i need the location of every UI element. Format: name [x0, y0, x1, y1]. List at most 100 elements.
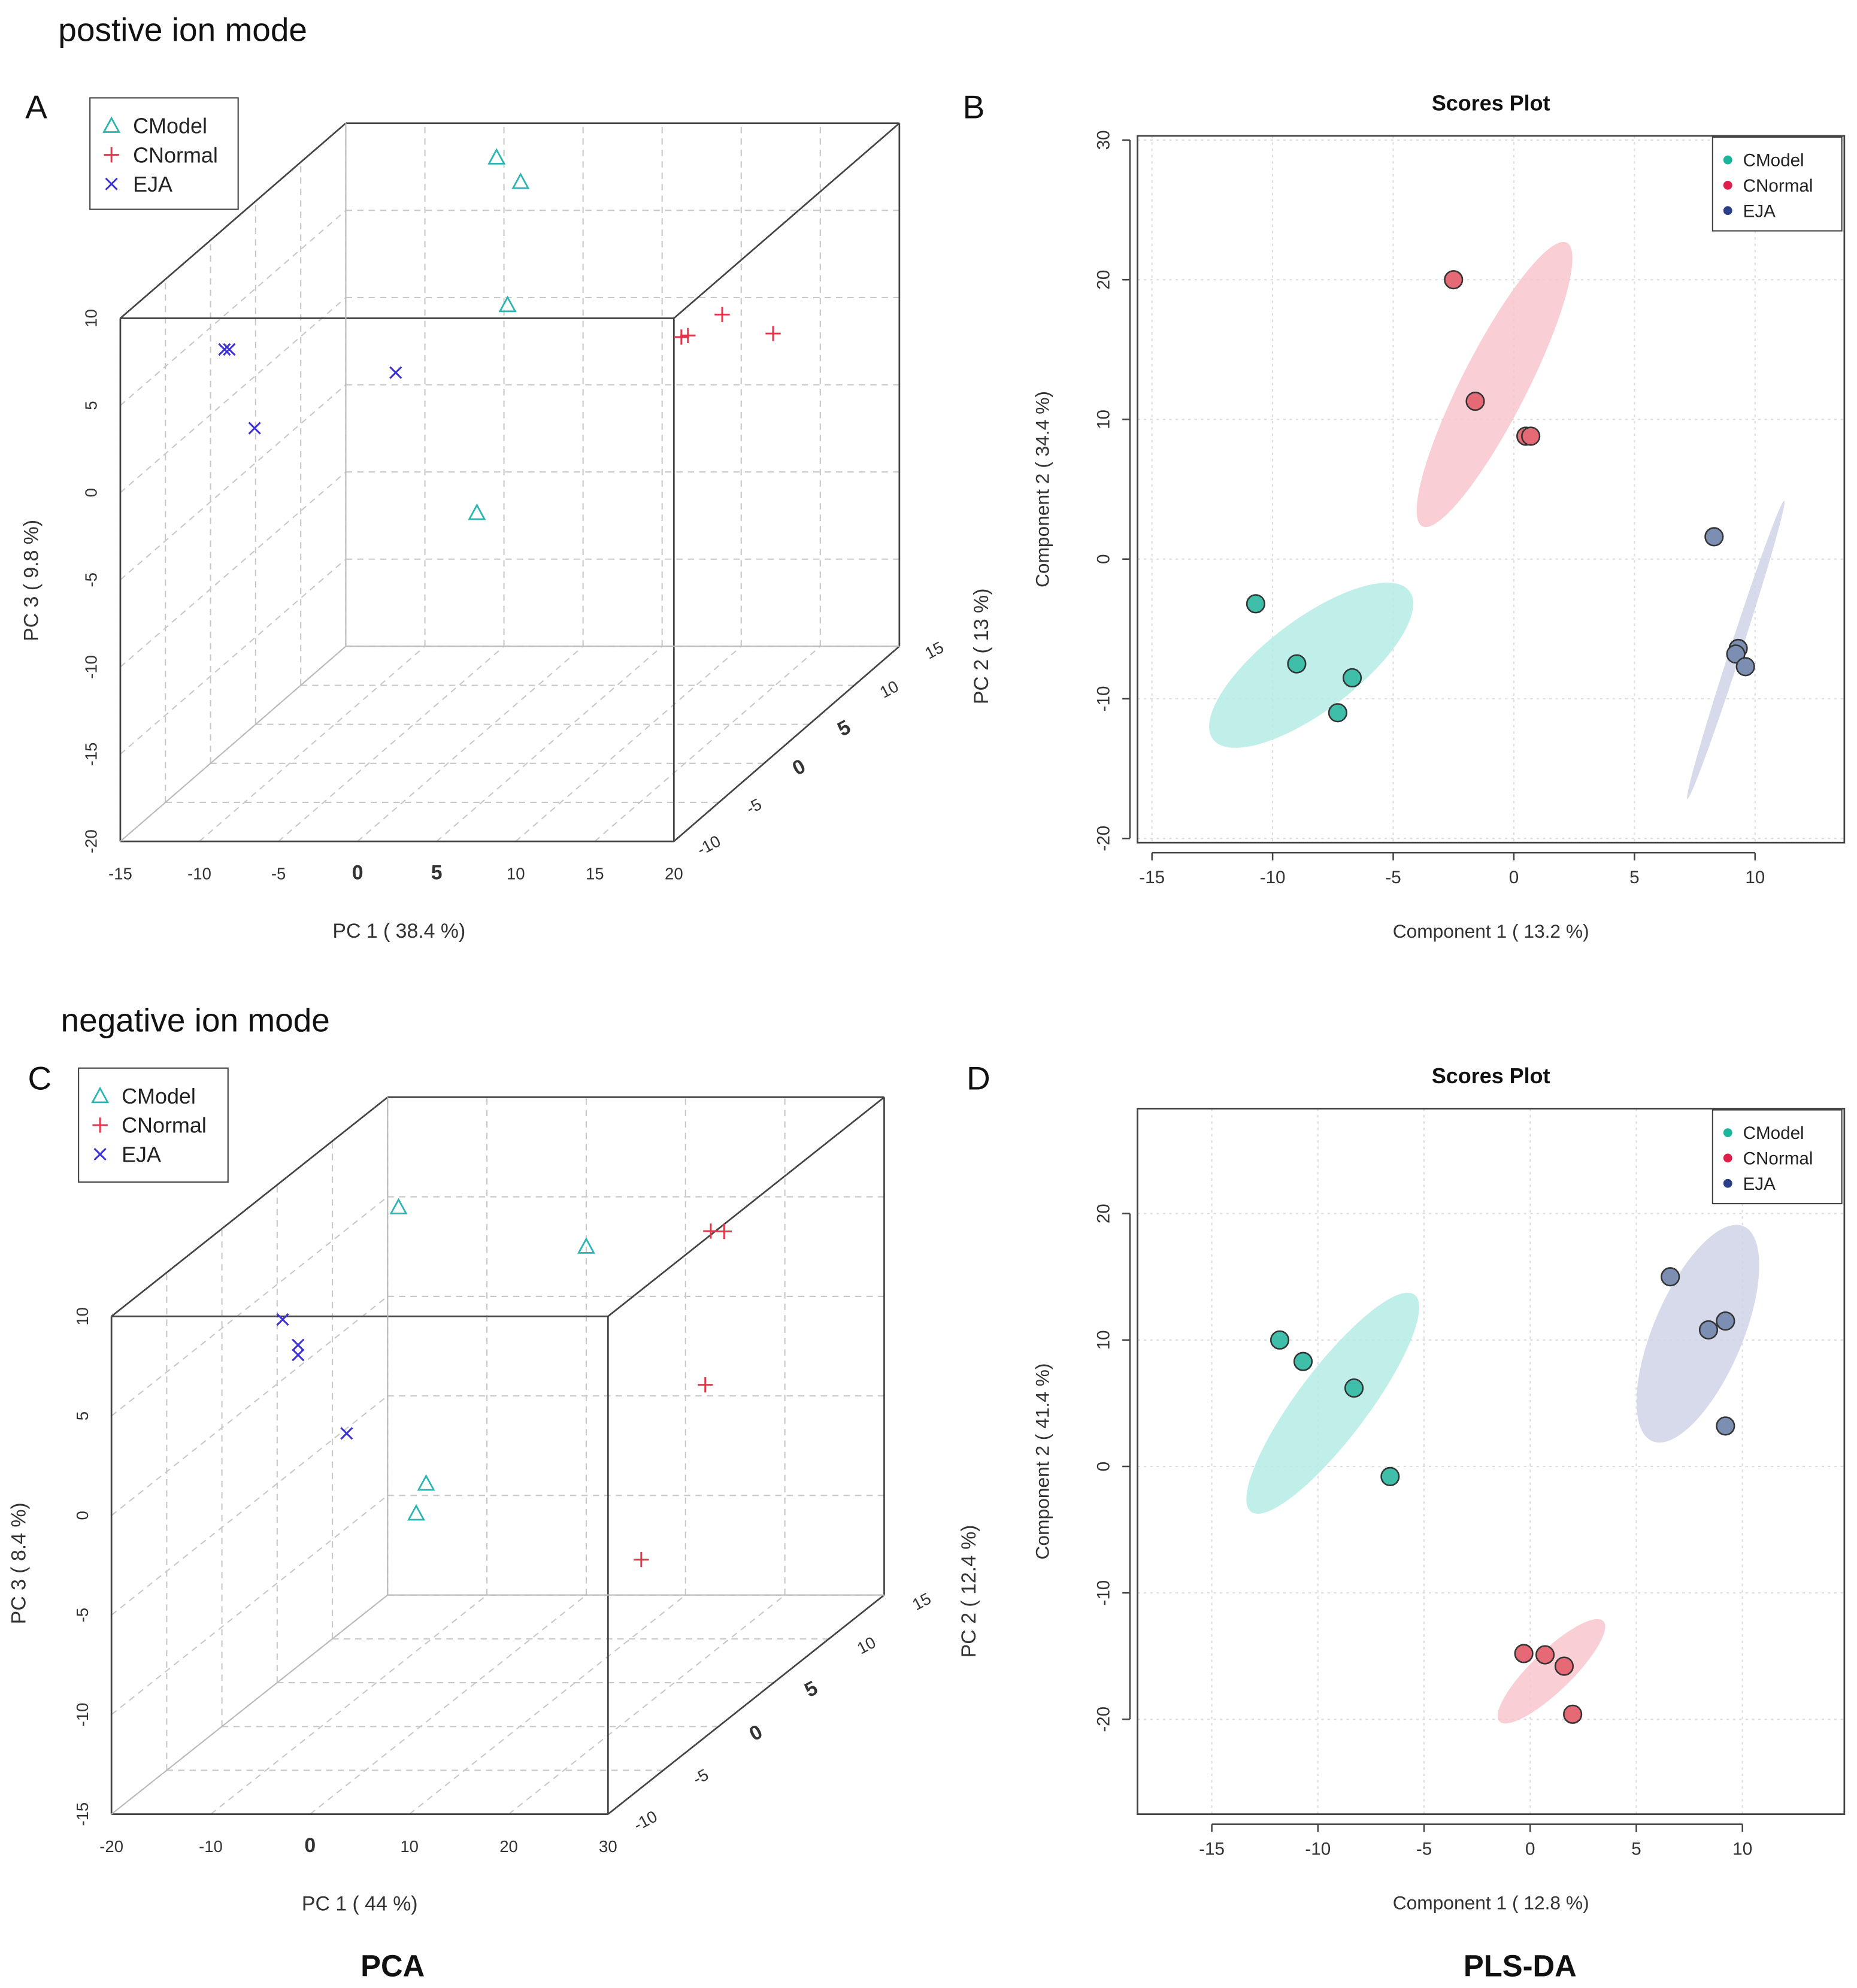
- y-axis-title: Component 2 ( 41.4 %): [1031, 1363, 1053, 1560]
- z-tick-label: -5: [82, 572, 101, 587]
- box-edge-5: [607, 1096, 885, 1317]
- cnormal-ellipse: [1497, 1619, 1605, 1724]
- y-tick-label: 10: [1093, 410, 1113, 429]
- x-tick-label: -10: [1260, 868, 1286, 887]
- cnormal-point-0: [1514, 1644, 1534, 1663]
- grid-floor-x-1: [210, 1594, 487, 1815]
- y-tick-label: -10: [1093, 686, 1113, 712]
- cmodel-point-1: [511, 172, 530, 189]
- grid-left-z-3: [120, 384, 347, 581]
- box-edge-7: [673, 646, 900, 843]
- legend-label-eja: EJA: [1743, 201, 1776, 221]
- cmodel-point-2: [468, 503, 486, 520]
- y-tick-label: 20: [1093, 270, 1113, 290]
- y-tick-label: 0: [1093, 554, 1113, 563]
- eja-point-3: [1735, 657, 1755, 677]
- grid-floor-x-4: [436, 646, 663, 842]
- box-edge-4: [111, 1096, 389, 1317]
- eja-point-3: [340, 1427, 353, 1440]
- panel-d-plsda: Scores Plot -15 -10 -5 0 5 10 -20 -10 0 10 20 Compon…: [1031, 1063, 1846, 1913]
- cmodel-point-1: [1293, 1351, 1313, 1371]
- cmodel-point-3: [1380, 1466, 1400, 1486]
- x-tick-label: 10: [400, 1837, 419, 1856]
- y-axis-title: Component 2 ( 34.4 %): [1031, 391, 1053, 587]
- legend-label-cnormal: CNormal: [133, 143, 218, 167]
- cnormal-ellipse: [1416, 241, 1573, 528]
- x-tick-label: -20: [99, 1837, 123, 1856]
- plot-frame: [1137, 135, 1846, 844]
- x-tick-label: -10: [187, 865, 211, 883]
- x-tick-label: 5: [1631, 1839, 1641, 1859]
- x-tick-label: 10: [1732, 1839, 1752, 1859]
- cnormal-point-3: [680, 328, 696, 343]
- plsda-caption: PLS-DA: [1464, 1948, 1577, 1983]
- cmodel-point-3: [407, 1504, 426, 1521]
- y-tick-label: -20: [1093, 1707, 1113, 1732]
- panel-label-d: D: [967, 1060, 990, 1097]
- x-tick-label: 0: [1509, 868, 1519, 887]
- cnormal-point-2: [1554, 1656, 1574, 1676]
- legend-marker-cmodel: [1723, 1128, 1732, 1138]
- grid-left-z-4: [120, 297, 347, 493]
- panel-label-a: A: [25, 88, 47, 125]
- panel-label-c: C: [28, 1060, 52, 1097]
- z-tick-label: 0: [82, 488, 101, 497]
- legend-label-cmodel: CModel: [1743, 1123, 1804, 1143]
- x-tick-label: -10: [1305, 1839, 1331, 1859]
- x-tick-label: 5: [1629, 868, 1639, 887]
- legend-box: [89, 97, 239, 210]
- legend-marker-eja: [93, 1148, 107, 1161]
- grid-floor-x-2: [278, 646, 505, 842]
- cnormal-point-3: [1563, 1704, 1583, 1724]
- y-tick-label: 0: [1093, 1462, 1113, 1471]
- cnormal-point-0: [716, 1223, 732, 1240]
- y-tick-label: -20: [1093, 826, 1113, 851]
- z-tick-label: 5: [82, 401, 101, 410]
- x-tick-label: -15: [1199, 1839, 1225, 1859]
- eja-point-0: [1704, 527, 1724, 547]
- eja-point-1: [292, 1338, 305, 1351]
- eja-point-3: [389, 366, 402, 379]
- z-tick-label: -10: [82, 655, 101, 679]
- cnormal-point-2: [698, 1377, 713, 1393]
- legend-label-eja: EJA: [122, 1142, 161, 1166]
- z-tick-label: -15: [73, 1802, 92, 1826]
- x-tick-label: 0: [352, 862, 363, 884]
- box-back-edge-0: [111, 1594, 388, 1815]
- legend-label-eja: EJA: [1743, 1174, 1776, 1194]
- cnormal-point-1: [674, 329, 689, 345]
- x-tick-label: 20: [499, 1837, 518, 1856]
- cmodel-point-2: [1344, 1378, 1364, 1398]
- grid-left-z-1: [111, 1495, 388, 1716]
- box-edge-4: [120, 122, 347, 319]
- legend-label-cnormal: CNormal: [1743, 1149, 1813, 1169]
- legend-marker-eja: [1723, 206, 1732, 216]
- x-tick-label: 5: [431, 862, 443, 884]
- cmodel-point-1: [1287, 654, 1307, 674]
- legend-marker-cnormal: [1723, 1153, 1732, 1163]
- plot-title: Scores Plot: [1432, 1063, 1550, 1088]
- z-axis-title: PC 3 ( 8.4 %): [7, 1502, 30, 1624]
- eja-point-2: [1716, 1311, 1735, 1331]
- eja-point-2: [1726, 644, 1746, 664]
- x-tick-label: -15: [108, 865, 132, 883]
- z-tick-label: -5: [73, 1608, 92, 1622]
- x-tick-label: 30: [599, 1837, 617, 1856]
- cnormal-point-0: [1444, 270, 1464, 290]
- x-axis-title: PC 1 ( 44 %): [302, 1892, 418, 1915]
- cnormal-point-1: [1535, 1645, 1555, 1665]
- grid-floor-x-3: [409, 1594, 686, 1815]
- legend-box: [1711, 136, 1843, 232]
- cnormal-point-1: [1465, 392, 1485, 411]
- legend-marker-cmodel: [91, 1086, 110, 1104]
- x-tick-label: 10: [1745, 868, 1765, 887]
- cmodel-ellipse: [1209, 583, 1413, 748]
- legend-label-cnormal: CNormal: [122, 1113, 207, 1138]
- x-axis-title: Component 1 ( 13.2 %): [1393, 920, 1589, 942]
- grid-floor-x-1: [199, 646, 426, 842]
- x-tick-label: 20: [665, 865, 683, 883]
- cnormal-point-3: [1521, 426, 1541, 446]
- grid-floor-x-3: [357, 646, 584, 842]
- x-tick-label: -10: [199, 1837, 223, 1856]
